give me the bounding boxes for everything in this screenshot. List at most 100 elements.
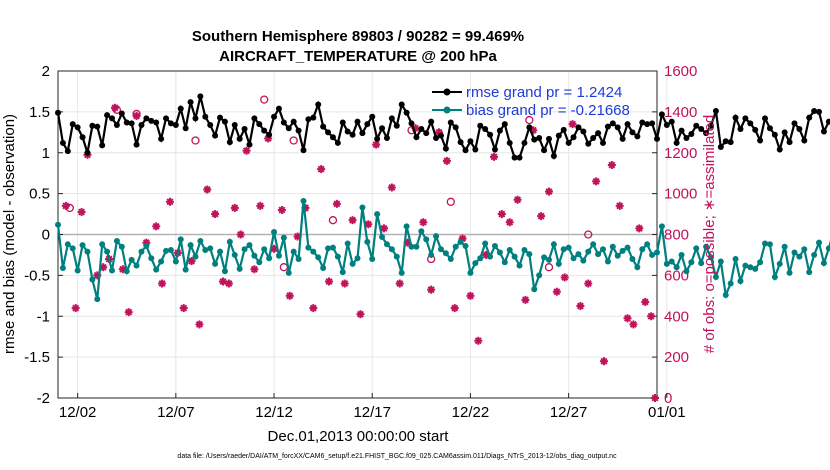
rmse-point [649,120,656,127]
rmse-point [521,139,528,146]
bias-point [374,211,381,218]
chart-title: Southern Hemisphere 89803 / 90282 = 99.4… [192,28,524,45]
obs-assimilated-marker [466,291,475,300]
rmse-point [742,115,749,122]
rmse-point [590,135,597,142]
legend-bias-marker [443,106,451,114]
rmse-point [693,122,700,129]
bias-point [109,267,116,274]
bias-point [766,241,773,248]
obs-possible-marker [191,136,200,145]
rmse-point [732,114,739,121]
rmse-point [766,125,773,132]
bias-point [487,253,494,260]
rmse-point [462,147,469,154]
rmse-point [236,135,243,142]
rmse-point [698,126,705,133]
rmse-point [658,111,665,118]
bias-point [634,264,641,271]
bias-point [654,249,660,256]
bias-point [271,229,278,236]
rmse-point [320,123,327,130]
rmse-point [329,134,336,141]
rmse-point [757,137,764,144]
rmse-point [99,142,106,149]
bias-point [550,241,557,248]
bias-point [354,255,361,262]
bias-point [423,236,430,243]
rmse-point [354,118,361,125]
rmse-point [64,148,71,155]
bias-point [418,228,425,235]
obs-assimilated-marker [152,222,161,231]
bias-point [663,260,670,267]
obs-assimilated-marker [544,187,553,196]
rmse-point [708,122,715,129]
obs-assimilated-marker [309,304,318,313]
x-tick-label: 12/12 [255,404,293,421]
bias-point [275,252,282,259]
rmse-point [128,120,135,127]
obs-assimilated-marker [332,199,341,208]
bias-point [266,255,273,262]
bias-point [511,253,518,260]
bias-point [104,248,111,255]
rmse-point [84,149,91,156]
rmse-point [585,140,592,147]
rmse-point [256,121,263,128]
bias-point [624,244,631,251]
obs-assimilated-marker [641,297,650,306]
rmse-point [560,126,567,133]
y-tick-label: 1 [42,145,50,162]
rmse-point [541,147,548,154]
rmse-point [158,135,165,142]
bias-point [501,259,508,266]
bias-point [89,276,96,283]
rmse-point [123,119,130,126]
rmse-point [609,120,616,127]
bias-point [786,269,793,276]
rmse-point [241,126,248,133]
legend: rmse grand pr = 1.2424 bias grand pr = -… [432,84,630,119]
bias-point [123,268,130,275]
bias-point [482,240,489,247]
rmse-point [614,124,621,131]
bias-point [388,246,395,253]
obs-assimilated-marker [195,320,204,329]
rmse-point [595,130,602,137]
y-axis-right-label: # of obs: o=possible; ∗=assimilated [701,115,718,354]
bias-point [781,243,788,250]
rmse-point [118,110,125,117]
obs-possible-marker [279,263,289,272]
rmse-point [511,154,518,161]
y-right-tick-label: 1600 [664,63,697,80]
bias-point [339,269,346,276]
bias-point [84,248,91,255]
obs-assimilated-marker [77,208,86,217]
obs-possible-marker [544,263,554,272]
rmse-point [280,119,287,126]
bias-point [496,249,503,256]
rmse-point [624,121,631,128]
rmse-point [673,139,680,146]
y-tick-label: -0.5 [24,267,50,284]
rmse-point [202,113,209,120]
y-right-tick-label: 200 [664,349,689,366]
rmse-point [94,123,101,130]
obs-possible-marker [132,109,141,119]
bias-point [712,274,719,281]
bias-point [816,239,823,246]
obs-assimilated-marker [61,201,70,210]
obs-assimilated-marker [442,156,451,165]
rmse-point [762,115,769,122]
bias-point [477,255,484,262]
bias-point [590,241,597,248]
rmse-point [727,139,734,146]
rmse-point [506,139,513,146]
rmse-point [212,132,219,139]
rmse-point [379,125,386,132]
bias-point [221,268,228,275]
rmse-point [683,135,690,142]
bias-point [825,245,830,252]
bias-point [256,259,263,266]
